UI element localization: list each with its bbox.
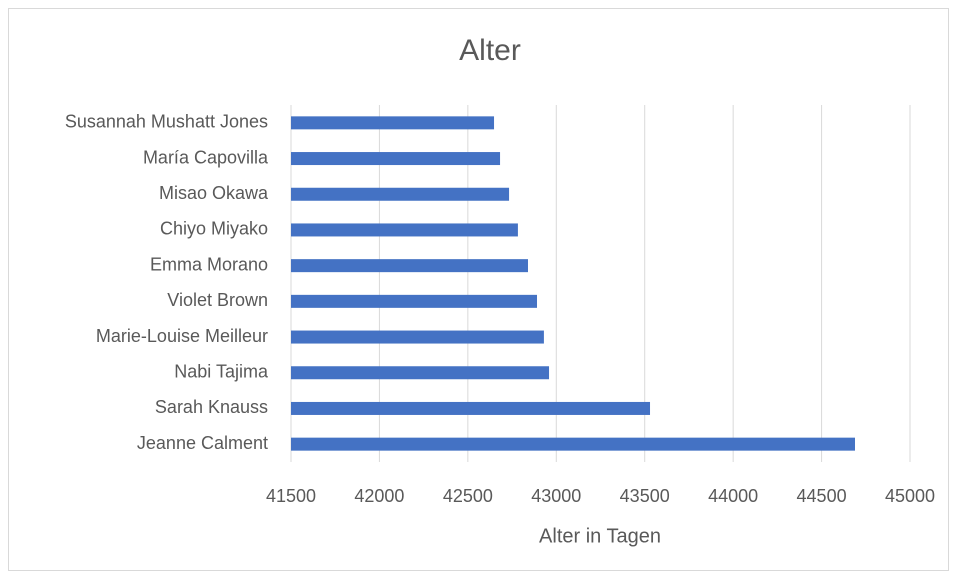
y-tick-label: Susannah Mushatt Jones: [65, 112, 268, 132]
y-tick-label: Emma Morano: [150, 254, 268, 274]
y-tick-label: Marie-Louise Meilleur: [96, 326, 268, 346]
bar: [291, 152, 501, 166]
y-tick-label: Jeanne Calment: [137, 433, 268, 453]
bar: [291, 187, 510, 201]
x-tick-label: 44500: [797, 486, 847, 506]
chart-border: [8, 8, 949, 571]
x-tick-label: 42000: [354, 486, 404, 506]
y-tick-label: Misao Okawa: [159, 183, 269, 203]
x-axis-label: Alter in Tagen: [539, 525, 661, 547]
x-tick-label: 45000: [885, 486, 935, 506]
x-tick-label: 41500: [266, 486, 316, 506]
y-tick-label: Violet Brown: [167, 290, 268, 310]
x-tick-label: 43000: [531, 486, 581, 506]
bar: [291, 401, 651, 415]
x-tick-label: 42500: [443, 486, 493, 506]
bar: [291, 330, 544, 344]
y-tick-label: Nabi Tajima: [174, 362, 269, 382]
chart-title: Alter: [459, 34, 521, 67]
bar: [291, 259, 528, 273]
bar: [291, 366, 550, 380]
bar: [291, 223, 518, 237]
y-tick-label: Chiyo Miyako: [160, 219, 268, 239]
bar: [291, 116, 495, 130]
y-tick-label: Sarah Knauss: [155, 397, 268, 417]
x-tick-label: 43500: [620, 486, 670, 506]
bar: [291, 437, 855, 451]
x-tick-label: 44000: [708, 486, 758, 506]
y-tick-label: María Capovilla: [143, 147, 269, 167]
bar: [291, 294, 538, 308]
